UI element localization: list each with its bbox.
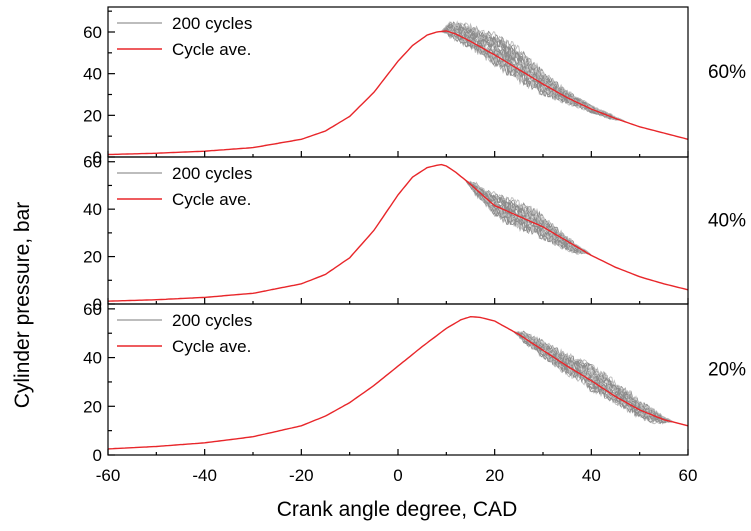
legend-label-average: Cycle ave. [172,190,251,209]
y-tick-label: 40 [83,349,102,368]
y-tick-label: 20 [83,106,102,125]
y-tick-label: 60 [83,23,102,42]
x-tick-label: 0 [393,466,402,485]
y-tick-label: 20 [83,248,102,267]
legend-label-cycles: 200 cycles [172,164,252,183]
x-tick-label: -40 [192,466,217,485]
cycle-line [465,180,592,256]
cycle-line [441,21,626,123]
y-tick-label: 20 [83,397,102,416]
cycle-line [465,179,592,256]
y-tick-label: 40 [83,65,102,84]
legend: 200 cycles Cycle ave. [117,14,252,59]
legend-label-cycles: 200 cycles [172,311,252,330]
panel-label: 20% [708,360,746,381]
y-axis-title: Cylinder pressure, bar [11,202,34,409]
legend: 200 cycles Cycle ave. [117,311,252,356]
y-tick-label: 60 [83,300,102,319]
legend: 200 cycles Cycle ave. [117,164,252,209]
panel-label: 40% [708,211,746,232]
x-axis: -60 -40 -20 0 20 40 60 [96,466,698,485]
cycle-average-line [108,315,688,450]
cycle-line [513,331,674,423]
legend-label-average: Cycle ave. [172,40,251,59]
cycle-line [513,330,674,423]
cycle-line [441,20,626,123]
cycle-average-line [108,163,688,302]
panel-1: 0 20 40 60 200 cycles Cycle ave. 60% [83,6,746,167]
panel-label: 60% [708,62,746,83]
legend-label-cycles: 200 cycles [172,14,252,33]
legend-label-average: Cycle ave. [172,337,251,356]
y-tick-label: 0 [93,295,102,314]
cycle-line [465,179,592,256]
cycles-200 [513,330,674,425]
y-tick-label: 0 [93,148,102,167]
y-tick-label: 0 [93,446,102,465]
cycle-line [465,180,592,256]
cycles-200 [441,20,626,123]
panel-2: 0 20 40 60 200 cycles Cycle ave. 40% [83,153,746,314]
x-tick-label: 60 [679,466,698,485]
y-tick-label: 40 [83,200,102,219]
x-tick-label: 40 [582,466,601,485]
x-tick-label: -60 [96,466,121,485]
panel-3: 0 20 40 60 200 cycles Cycle ave. 20% [83,300,746,465]
x-axis-title: Crank angle degree, CAD [277,498,517,521]
x-tick-label: -20 [289,466,314,485]
y-tick-label: 60 [83,153,102,172]
x-tick-label: 20 [485,466,504,485]
